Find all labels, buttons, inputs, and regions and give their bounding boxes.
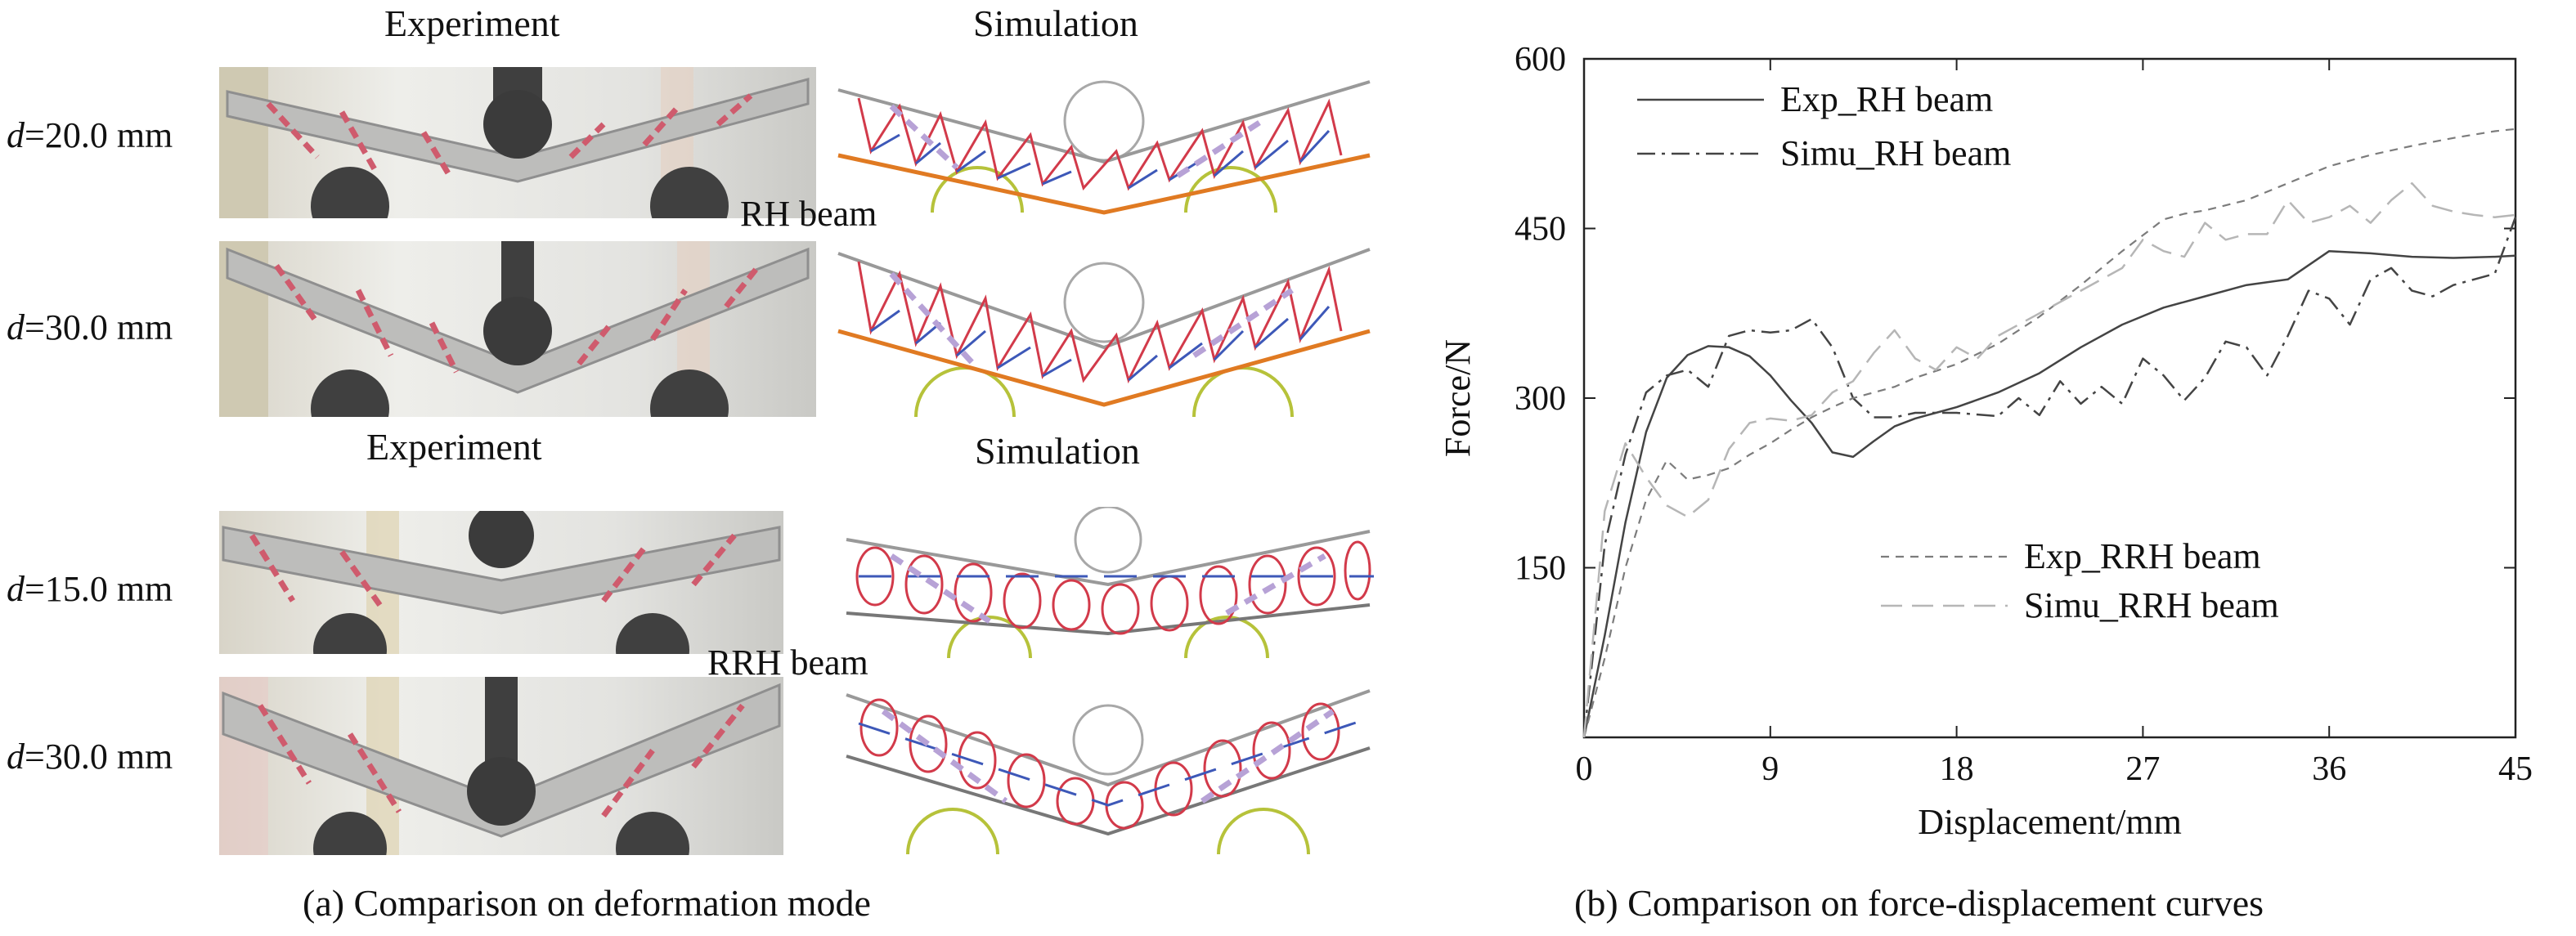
y-tick-label: 150 <box>1515 550 1566 588</box>
rrh-simulation-d15 <box>842 507 1374 658</box>
rrh-experiment-photo-d15 <box>219 511 783 654</box>
series-line-simu-rrh-beam <box>1582 181 2516 738</box>
rrh-experiment-photo-d30 <box>219 677 783 855</box>
x-tick-label: 9 <box>1761 750 1779 788</box>
row-label-rrh-d30: d=30.0 mm <box>7 737 173 777</box>
series-line-exp-rrh-beam <box>1582 128 2516 738</box>
x-tick-label: 0 <box>1576 750 1593 788</box>
x-axis-label: Displacement/mm <box>1918 802 2182 842</box>
legend-entry: Exp_RRH beam <box>2024 536 2261 576</box>
series-line-exp-rh-beam <box>1582 249 2516 738</box>
series-line-simu-rh-beam <box>1582 217 2517 738</box>
x-tick-label: 36 <box>2312 750 2346 788</box>
y-tick-label: 300 <box>1515 380 1566 418</box>
x-tick-label: 18 <box>1940 750 1974 788</box>
rh-simulation-d20 <box>834 74 1374 221</box>
caption-a: (a) Comparison on deformation mode <box>303 882 871 924</box>
row-label-rrh-d15: d=15.0 mm <box>7 569 173 609</box>
force-displacement-chart: 0 9 18 27 36 45 150 300 450 600 Displacement/mm For… <box>1438 41 2533 842</box>
row-label-rh-d20: d=20.0 mm <box>7 115 173 155</box>
rh-simulation-d30 <box>834 241 1374 421</box>
rrh-experiment-header: Experiment <box>366 426 542 468</box>
rrh-simulation-header: Simulation <box>975 430 1140 472</box>
y-tick-label: 600 <box>1515 41 1566 78</box>
legend-entry: Exp_RH beam <box>1780 79 1993 119</box>
x-tick-label: 27 <box>2125 750 2160 788</box>
caption-b: (b) Comparison on force-displacement cur… <box>1574 882 2264 924</box>
rh-experiment-header: Experiment <box>384 2 560 44</box>
rh-experiment-photo-d30 <box>219 241 816 417</box>
legend-entry: Simu_RH beam <box>1780 133 2011 173</box>
legend-entry: Simu_RRH beam <box>2024 585 2279 625</box>
x-tick-label: 45 <box>2498 750 2533 788</box>
y-axis-label: Force/N <box>1438 339 1478 457</box>
row-label-rh-d30: d=30.0 mm <box>7 307 173 347</box>
rh-beam-label: RH beam <box>740 194 877 234</box>
rh-simulation-header: Simulation <box>973 2 1138 44</box>
rh-experiment-photo-d20 <box>219 67 816 218</box>
rrh-simulation-d30 <box>842 678 1374 854</box>
rrh-beam-label: RRH beam <box>707 643 868 683</box>
y-tick-label: 450 <box>1515 211 1566 249</box>
